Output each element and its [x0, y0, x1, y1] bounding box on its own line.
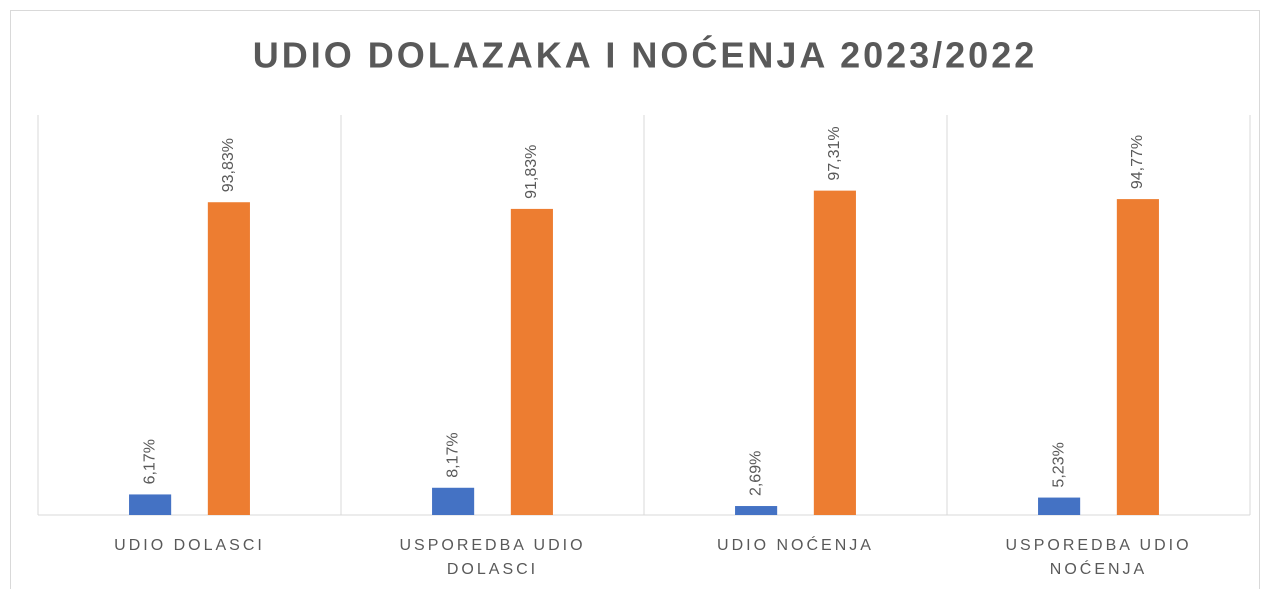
x-tick-label: UDIO NOĆENJA: [717, 537, 874, 554]
chart-border: [10, 10, 1260, 589]
x-tick-label: UDIO DOLASCI: [114, 537, 265, 554]
data-label: 8,17%: [444, 432, 461, 477]
bar: [1038, 497, 1081, 515]
data-label: 93,83%: [220, 138, 237, 192]
x-tick-label: USPOREDBA UDIO NOĆENJA: [1005, 537, 1192, 578]
bar: [1116, 199, 1159, 515]
bar: [432, 487, 475, 515]
data-label: 6,17%: [141, 439, 158, 484]
data-label: 5,23%: [1050, 442, 1067, 487]
bar: [510, 208, 553, 515]
chart-title: UDIO DOLAZAKA I NOĆENJA 2023/2022: [253, 34, 1038, 76]
data-label: 94,77%: [1129, 135, 1146, 189]
bar: [735, 506, 778, 515]
data-label: 91,83%: [523, 145, 540, 199]
bar: [129, 494, 172, 515]
bar: [813, 190, 856, 515]
data-label: 97,31%: [826, 126, 843, 180]
x-tick-label: USPOREDBA UDIO DOLASCI: [399, 537, 586, 578]
data-label: 2,69%: [747, 451, 764, 496]
bar: [207, 202, 250, 515]
